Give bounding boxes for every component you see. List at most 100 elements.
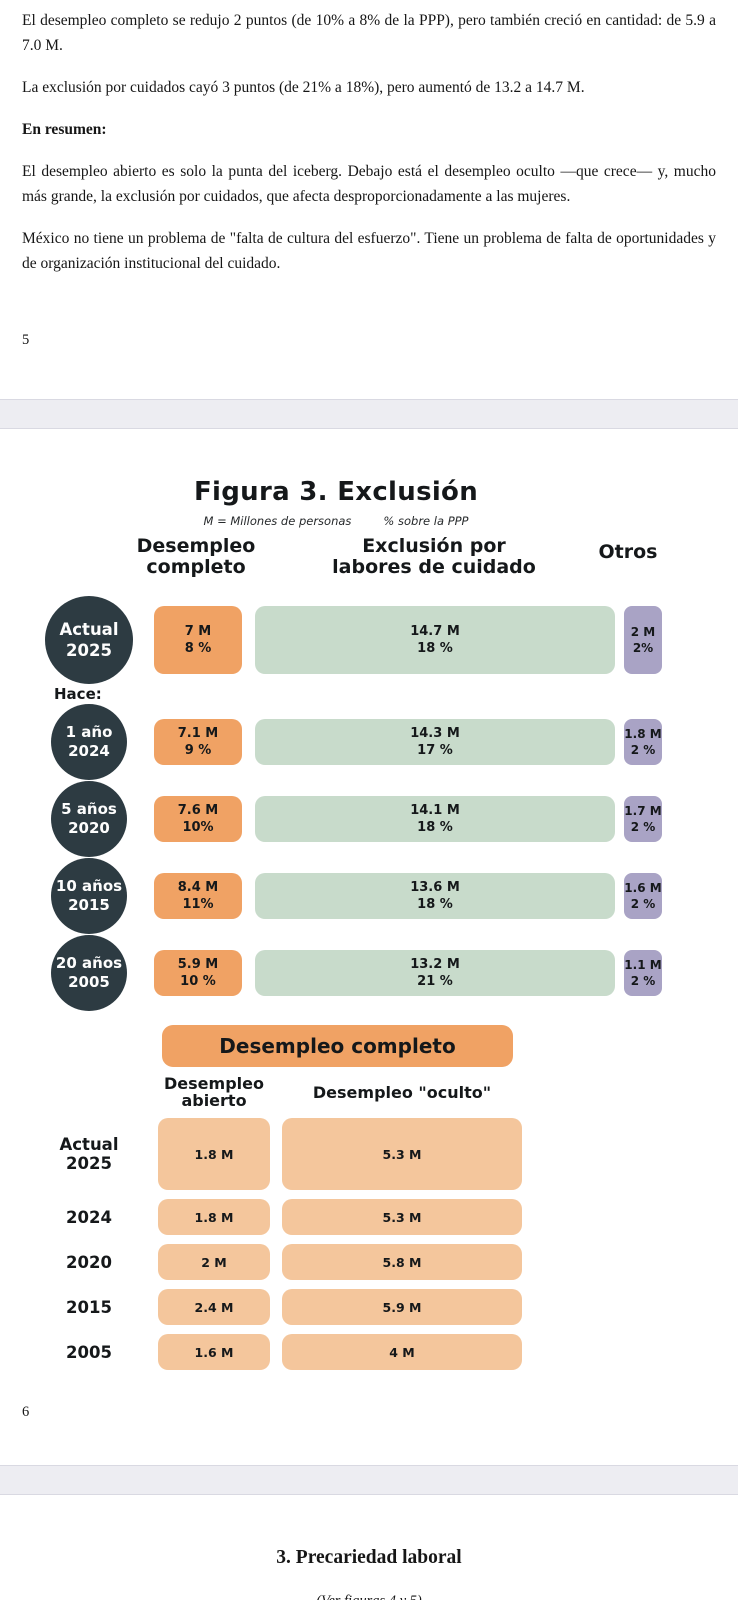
bar-value-m: 14.3 M	[410, 726, 460, 741]
bar-value-m: 14.7 M	[410, 624, 460, 639]
subchart-row-2015: 2015 2.4 M 5.9 M	[26, 1289, 686, 1325]
badge-column: 20 años 2005	[26, 935, 152, 1011]
bar-desempleo-2005: 5.9 M 10 %	[154, 950, 242, 996]
bar-abierto-2025: 1.8 M	[158, 1118, 270, 1190]
bar-value-m: 2 M	[630, 625, 656, 639]
subchart-banner-desempleo-completo: Desempleo completo	[162, 1025, 513, 1067]
column-header-desempleo: Desempleo completo	[136, 535, 256, 578]
bar-oculto-2015: 5.9 M	[282, 1289, 522, 1325]
hace-label: Hace:	[54, 685, 102, 703]
badge-column: Actual 2025	[26, 596, 152, 684]
fig3-row-2024: 1 año 2024 7.1 M 9 % 14.3 M 17 % 1.8 M 2…	[26, 704, 686, 780]
bar-value-pct: 2 %	[630, 897, 656, 911]
badge-column: 10 años 2015	[26, 858, 152, 934]
column-headers: Desempleo completo Exclusión por labores…	[26, 534, 686, 582]
subchart-row-2024: 2024 1.8 M 5.3 M	[26, 1199, 686, 1235]
year-badge-2005: 20 años 2005	[51, 935, 127, 1011]
bar-value-m: 13.2 M	[410, 957, 460, 972]
bar-value-m: 1.6 M	[624, 881, 662, 895]
section-heading: 3. Precariedad laboral	[276, 1547, 462, 1568]
bar-otros-2020: 1.7 M 2 %	[624, 796, 662, 842]
column-header-otros: Otros	[598, 541, 658, 563]
paragraph-en-resumen: En resumen:	[22, 121, 107, 138]
fig3-row-2020: 5 años 2020 7.6 M 10% 14.1 M 18 % 1.7 M …	[26, 781, 686, 857]
bar-value-m: 7 M	[184, 624, 212, 639]
bar-value-pct: 18 %	[417, 820, 453, 835]
figure-legend: M = Millones de personas % sobre la PPP	[26, 514, 646, 528]
subcol-header-abierto: Desempleo abierto	[164, 1074, 264, 1110]
bar-value-m: 1.7 M	[624, 804, 662, 818]
subchart-headers: Desempleo abierto Desempleo "oculto"	[26, 1075, 686, 1109]
badge-column: 5 años 2020	[26, 781, 152, 857]
bar-desempleo-2020: 7.6 M 10%	[154, 796, 242, 842]
bar-oculto-2020: 5.8 M	[282, 1244, 522, 1280]
row-label-2025: Actual 2025	[59, 1135, 119, 1173]
subchart-row-2005: 2005 1.6 M 4 M	[26, 1334, 686, 1370]
row-label-2015: 2015	[66, 1297, 112, 1317]
section-subtitle: (Ver figuras 4 y 5)	[0, 1593, 738, 1600]
figure-title: Figura 3. Exclusión	[193, 477, 479, 507]
bar-abierto-2015: 2.4 M	[158, 1289, 270, 1325]
legend-millones: M = Millones de personas	[203, 514, 352, 528]
figure-3-exclusion: Figura 3. Exclusión M = Millones de pers…	[26, 477, 686, 1370]
bar-value-m: 5.9 M	[177, 957, 219, 972]
bar-otros-2005: 1.1 M 2 %	[624, 950, 662, 996]
bar-value-pct: 2 %	[630, 820, 656, 834]
column-header-exclusion: Exclusión por labores de cuidado	[332, 535, 536, 578]
bar-value-m: 14.1 M	[410, 803, 460, 818]
fig3-row-2015: 10 años 2015 8.4 M 11% 13.6 M 18 % 1.6 M…	[26, 858, 686, 934]
subchart-row-2025: Actual 2025 1.8 M 5.3 M	[26, 1118, 686, 1190]
badge-column: 1 año 2024	[26, 704, 152, 780]
legend-ppp: % sobre la PPP	[383, 514, 469, 528]
fig3-row-2005: 20 años 2005 5.9 M 10 % 13.2 M 21 % 1.1 …	[26, 935, 686, 1011]
bar-desempleo-2025: 7 M 8 %	[154, 606, 242, 674]
bar-value-m: 1.8 M	[624, 727, 662, 741]
bar-abierto-2005: 1.6 M	[158, 1334, 270, 1370]
bar-exclusion-2005: 13.2 M 21 %	[255, 950, 615, 996]
subcol-header-oculto: Desempleo "oculto"	[312, 1082, 492, 1102]
bar-desempleo-2024: 7.1 M 9 %	[154, 719, 242, 765]
bar-value-pct: 10%	[182, 820, 214, 835]
row-label-2024: 2024	[66, 1207, 112, 1227]
bar-value-pct: 2 %	[630, 974, 656, 988]
bar-abierto-2020: 2 M	[158, 1244, 270, 1280]
bar-value-pct: 9 %	[184, 743, 212, 758]
paragraph: El desempleo completo se redujo 2 puntos…	[22, 12, 716, 54]
bar-oculto-2005: 4 M	[282, 1334, 522, 1370]
year-badge-2020: 5 años 2020	[51, 781, 127, 857]
bar-otros-2025: 2 M 2%	[624, 606, 662, 674]
bar-value-m: 1.1 M	[624, 958, 662, 972]
bar-oculto-2024: 5.3 M	[282, 1199, 522, 1235]
bar-value-pct: 18 %	[417, 897, 453, 912]
bar-value-m: 7.6 M	[177, 803, 219, 818]
page-5: El desempleo completo se redujo 2 puntos…	[0, 0, 738, 349]
bar-exclusion-2024: 14.3 M 17 %	[255, 719, 615, 765]
year-badge-2025: Actual 2025	[45, 596, 133, 684]
bar-otros-2024: 1.8 M 2 %	[624, 719, 662, 765]
row-label-2005: 2005	[66, 1342, 112, 1362]
row-label-2020: 2020	[66, 1252, 112, 1272]
bar-exclusion-2015: 13.6 M 18 %	[255, 873, 615, 919]
bar-value-pct: 10 %	[180, 974, 216, 989]
paragraph: El desempleo abierto es solo la punta de…	[22, 163, 716, 205]
bar-value-m: 7.1 M	[177, 726, 219, 741]
page-7: 3. Precariedad laboral (Ver figuras 4 y …	[0, 1547, 738, 1600]
year-badge-2015: 10 años 2015	[51, 858, 127, 934]
page-number-5: 5	[22, 332, 30, 348]
bar-abierto-2024: 1.8 M	[158, 1199, 270, 1235]
page-separator	[0, 399, 738, 429]
bar-exclusion-2020: 14.1 M 18 %	[255, 796, 615, 842]
subchart-row-2020: 2020 2 M 5.8 M	[26, 1244, 686, 1280]
page-separator	[0, 1465, 738, 1495]
bar-otros-2015: 1.6 M 2 %	[624, 873, 662, 919]
paragraph: México no tiene un problema de "falta de…	[22, 230, 716, 272]
bar-exclusion-2025: 14.7 M 18 %	[255, 606, 615, 674]
year-badge-2024: 1 año 2024	[51, 704, 127, 780]
bar-value-pct: 21 %	[417, 974, 453, 989]
bar-value-pct: 8 %	[184, 641, 212, 656]
fig3-row-2025: Actual 2025 7 M 8 % 14.7 M 18 % 2 M 2%	[26, 596, 686, 684]
bar-oculto-2025: 5.3 M	[282, 1118, 522, 1190]
bar-value-pct: 17 %	[417, 743, 453, 758]
paragraph: La exclusión por cuidados cayó 3 puntos …	[22, 79, 585, 96]
